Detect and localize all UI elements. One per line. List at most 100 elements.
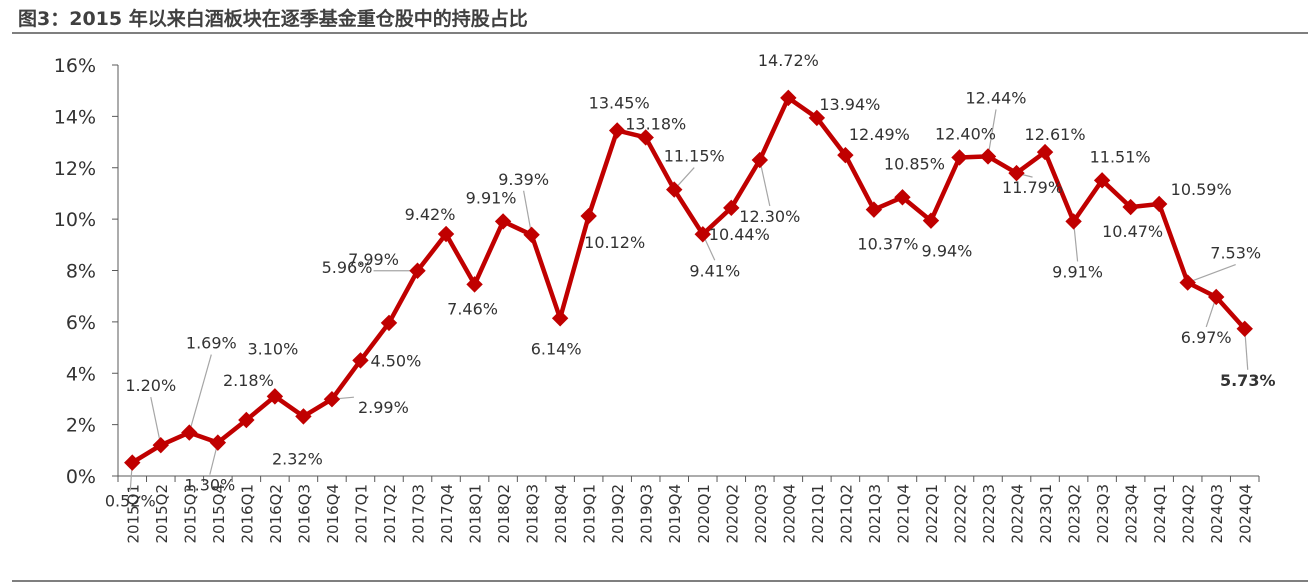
y-tick-label: 16% [54,55,96,77]
data-point-marker [409,262,426,279]
data-label: 0.52% [105,492,156,511]
x-tick-label: 2022Q4 [1009,484,1027,544]
data-label: 14.72% [758,51,819,70]
x-tick-label: 2018Q4 [552,484,570,544]
data-label: 10.85% [884,154,945,173]
data-label: 10.12% [584,233,645,252]
data-label: 10.37% [857,235,918,254]
x-tick-label: 2015Q4 [210,484,228,544]
x-tick-label: 2021Q1 [809,484,827,544]
data-point-marker [694,226,711,243]
y-tick-label: 14% [54,106,96,128]
data-label: 9.41% [689,261,740,280]
x-tick-label: 2017Q2 [381,484,399,544]
data-point-marker [951,149,968,166]
data-label: 12.49% [849,125,910,144]
y-tick-label: 0% [66,466,96,488]
data-point-marker [238,411,255,429]
data-label: 7.53% [1210,244,1261,263]
y-tick-label: 4% [66,363,96,385]
data-label: 9.91% [1052,262,1103,281]
x-tick-label: 2021Q2 [837,484,855,544]
x-tick-label: 2023Q1 [1037,484,1055,544]
x-tick-label: 2018Q2 [495,484,513,544]
label-leader-line [987,109,997,157]
x-tick-label: 2017Q3 [410,484,428,544]
data-point-marker [523,226,540,244]
data-point-marker [209,434,227,451]
data-label: 11.15% [664,147,725,166]
data-point-marker [181,424,198,441]
data-point-marker [1036,143,1054,161]
x-tick-label: 2020Q3 [752,484,770,544]
data-point-marker [1065,213,1082,230]
x-axis: 2015Q1 2015Q2 2015Q3 2015Q4 2016Q1 2016Q2 2016… [117,475,1260,544]
data-point-marker [266,388,284,405]
data-point-marker [580,207,597,225]
x-tick-label: 2020Q4 [780,484,798,544]
data-label: 11.51% [1090,147,1151,166]
x-tick-label: 2016Q4 [324,484,342,544]
x-tick-label: 2024Q4 [1237,484,1255,544]
data-point-marker [124,454,141,471]
data-labels: 0.52% 1.20% 1.69% 1.30% 2.18% 3.10% 2.32% 2.99%… [105,51,1276,511]
x-tick-label: 2023Q2 [1066,484,1084,544]
bottom-divider [12,580,1308,582]
data-label: 1.20% [125,376,176,395]
x-tick-label: 2023Q3 [1094,484,1112,544]
x-tick-label: 2019Q2 [609,484,627,544]
data-label: 9.91% [466,188,517,207]
data-point-marker [666,181,683,198]
data-point-marker [1179,274,1196,291]
x-tick-label: 2022Q3 [980,484,998,544]
y-tick-label: 12% [54,158,96,180]
label-leader-line [1187,264,1236,284]
data-point-marker [865,201,883,218]
series-line-path [130,95,1247,465]
data-point-marker [466,276,483,293]
data-label: 13.94% [819,95,880,114]
label-leader-line [150,397,162,446]
x-tick-label: 2019Q1 [581,484,599,544]
data-point-marker [808,109,826,127]
x-tick-label: 2024Q1 [1151,484,1169,544]
data-point-marker [1122,198,1139,216]
x-tick-label: 2020Q2 [723,484,741,544]
data-point-marker [751,151,769,169]
data-label: 7.46% [447,299,498,318]
x-tick-label: 2016Q2 [267,484,285,544]
data-label: 9.42% [405,205,456,224]
data-label: 7.99% [348,250,399,269]
data-label: 9.39% [498,170,549,189]
x-tick-label: 2019Q4 [666,484,684,544]
data-label: 12.61% [1025,125,1086,144]
data-label: 6.14% [531,339,582,358]
data-label: 12.44% [966,88,1027,107]
series-line [130,95,1247,465]
data-point-marker [1208,288,1225,306]
x-tick-label: 2015Q2 [153,484,171,544]
x-tick-label: 2019Q3 [638,484,656,544]
label-leader-line [523,190,533,235]
data-point-marker [380,314,398,332]
x-tick-label: 2015Q3 [181,484,199,544]
data-point-marker [437,225,455,243]
data-point-marker [494,213,512,230]
x-tick-label: 2015Q1 [124,484,142,544]
data-point-marker [608,122,626,139]
data-label: 13.45% [589,94,650,113]
data-label: 11.79% [1002,178,1063,197]
x-tick-label: 2024Q2 [1180,484,1198,544]
label-leader-lines [129,109,1249,491]
data-point-marker [323,390,341,408]
data-label: 5.73% [1220,371,1276,390]
data-label: 2.32% [272,449,323,468]
x-tick-label: 2023Q4 [1123,484,1141,544]
x-tick-label: 2018Q1 [467,484,485,544]
data-label: 3.10% [247,339,298,358]
top-divider [12,32,1308,34]
data-label: 10.44% [709,225,770,244]
data-point-marker [894,189,911,206]
data-point-marker [1008,164,1025,182]
data-label: 12.30% [739,207,800,226]
